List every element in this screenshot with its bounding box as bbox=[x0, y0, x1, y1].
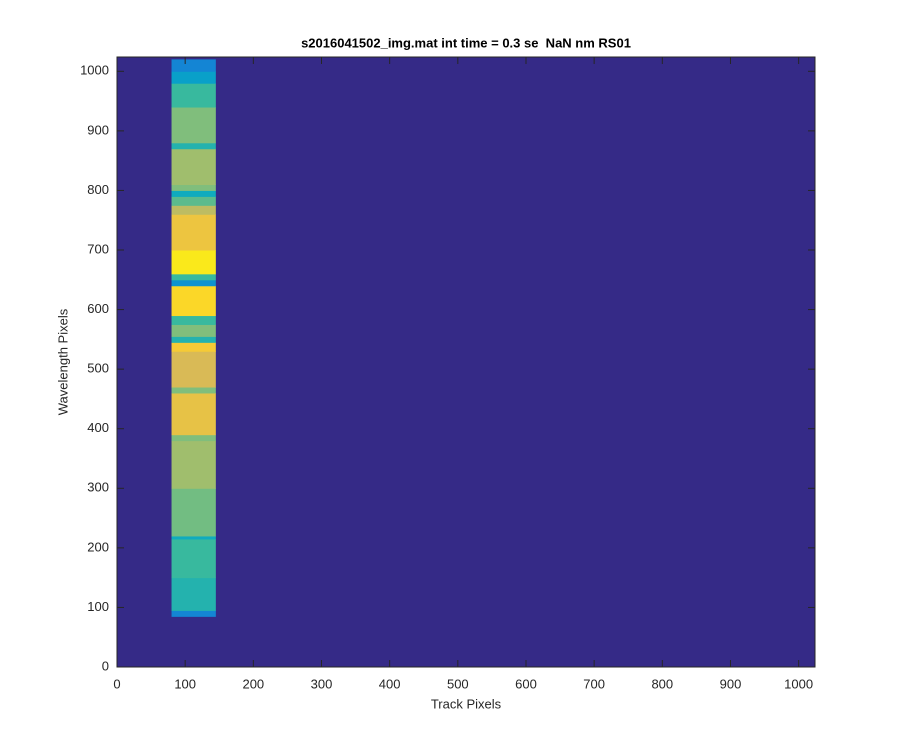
heat-band bbox=[171, 387, 216, 394]
y-tick-label: 800 bbox=[87, 182, 109, 197]
heat-band bbox=[171, 577, 216, 611]
image-background bbox=[117, 57, 815, 667]
y-tick-label: 500 bbox=[87, 361, 109, 376]
x-tick-label: 0 bbox=[113, 676, 120, 691]
heat-band bbox=[171, 196, 216, 206]
x-tick-label: 300 bbox=[311, 676, 333, 691]
x-axis-label: Track Pixels bbox=[431, 696, 502, 711]
x-tick-label: 600 bbox=[515, 676, 537, 691]
x-tick-label: 1000 bbox=[784, 676, 813, 691]
heat-band bbox=[171, 434, 216, 442]
heat-band bbox=[171, 250, 216, 275]
y-tick-label: 0 bbox=[102, 658, 109, 673]
y-tick-label: 100 bbox=[87, 599, 109, 614]
heat-band bbox=[171, 142, 216, 150]
x-tick-label: 700 bbox=[583, 676, 605, 691]
y-tick-label: 300 bbox=[87, 480, 109, 495]
heat-band bbox=[171, 205, 216, 215]
y-axis-label: Wavelength Pixels bbox=[55, 308, 70, 415]
heat-band bbox=[171, 440, 216, 489]
chart-title: s2016041502_img.mat int time = 0.3 se Na… bbox=[301, 35, 631, 50]
heat-band bbox=[171, 488, 216, 537]
heat-band bbox=[171, 71, 216, 84]
heat-band bbox=[171, 336, 216, 343]
y-tick-label: 400 bbox=[87, 420, 109, 435]
heat-band bbox=[171, 148, 216, 185]
y-tick-label: 200 bbox=[87, 539, 109, 554]
x-tick-label: 100 bbox=[174, 676, 196, 691]
heat-band bbox=[171, 214, 216, 251]
heat-band bbox=[171, 83, 216, 108]
x-tick-label: 900 bbox=[720, 676, 742, 691]
heat-band bbox=[171, 315, 216, 325]
heat-band bbox=[171, 324, 216, 337]
x-tick-label: 400 bbox=[379, 676, 401, 691]
heat-band bbox=[171, 351, 216, 388]
y-tick-label: 900 bbox=[87, 122, 109, 137]
heat-band bbox=[171, 535, 216, 540]
x-tick-label: 800 bbox=[651, 676, 673, 691]
x-tick-label: 500 bbox=[447, 676, 469, 691]
y-tick-label: 1000 bbox=[80, 63, 109, 78]
y-tick-label: 700 bbox=[87, 241, 109, 256]
heat-band bbox=[171, 285, 216, 317]
heat-band bbox=[171, 610, 216, 617]
heat-band bbox=[171, 107, 216, 144]
heat-band bbox=[171, 342, 216, 352]
heat-band bbox=[171, 190, 216, 197]
x-tick-label: 200 bbox=[242, 676, 264, 691]
heat-band bbox=[171, 392, 216, 436]
heat-band bbox=[171, 59, 216, 72]
y-tick-label: 600 bbox=[87, 301, 109, 316]
axes-box bbox=[116, 56, 816, 668]
heat-band bbox=[171, 184, 216, 191]
heat-band bbox=[171, 273, 216, 281]
heat-band bbox=[171, 279, 216, 287]
heat-band bbox=[171, 538, 216, 579]
